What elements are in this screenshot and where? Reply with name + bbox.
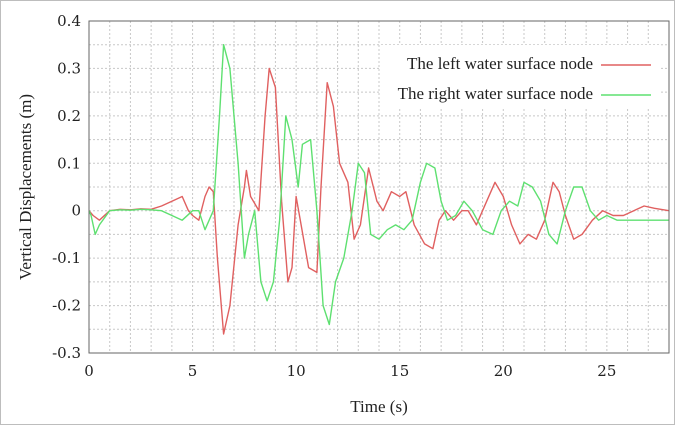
x-tick-label: 20 xyxy=(494,362,513,380)
x-tick-labels: 0 5 10 15 20 25 xyxy=(84,362,616,380)
series-line-right-node xyxy=(88,44,669,326)
x-tick-label: 10 xyxy=(287,362,306,380)
series-line-left-node xyxy=(88,67,670,335)
x-tick-label: 5 xyxy=(188,362,198,380)
y-tick-label: -0.3 xyxy=(52,344,81,362)
legend-label-left-node: The left water surface node xyxy=(407,54,593,73)
x-tick-label: 0 xyxy=(84,362,94,380)
x-axis-label: Time (s) xyxy=(350,397,407,416)
x-tick-label: 25 xyxy=(597,362,616,380)
y-tick-label: 0.2 xyxy=(57,107,81,125)
y-tick-label: 0.4 xyxy=(57,12,81,30)
legend-box xyxy=(381,45,659,109)
y-tick-label: 0.3 xyxy=(57,59,81,77)
y-tick-labels: -0.3 -0.2 -0.1 0 0.1 0.2 0.3 0.4 xyxy=(52,12,81,362)
y-tick-label: -0.1 xyxy=(52,249,81,267)
x-tick-label: 15 xyxy=(390,362,409,380)
y-tick-label: -0.2 xyxy=(52,297,81,315)
legend: The left water surface node The right wa… xyxy=(381,45,659,109)
legend-label-right-node: The right water surface node xyxy=(398,84,593,103)
series-layer xyxy=(88,44,670,335)
plot-border xyxy=(88,20,670,354)
y-tick-label: 0.1 xyxy=(57,154,81,172)
y-axis-label: Vertical Displacements (m) xyxy=(16,94,35,280)
y-tick-label: 0 xyxy=(71,202,81,220)
